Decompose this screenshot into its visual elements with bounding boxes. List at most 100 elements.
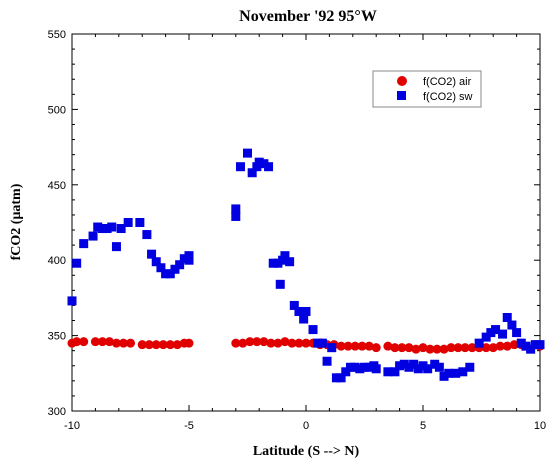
data-point-sw [252, 162, 262, 172]
data-point-sw [116, 224, 126, 234]
data-point-sw [409, 359, 419, 369]
data-point-air [411, 344, 421, 354]
data-point-sw [264, 162, 274, 172]
data-point-sw [273, 258, 283, 268]
data-point-sw [308, 325, 318, 335]
data-point-sw [491, 325, 501, 335]
data-point-air [259, 337, 269, 347]
data-point-sw [280, 251, 290, 261]
data-point-sw [102, 224, 112, 234]
data-point-air [72, 337, 82, 347]
data-point-sw [147, 249, 157, 259]
x-tick-label: 5 [420, 420, 426, 432]
data-point-sw [313, 338, 323, 348]
legend-box [372, 70, 482, 108]
data-point-sw [165, 269, 175, 279]
data-point-sw [502, 313, 512, 323]
data-point-sw [395, 361, 405, 371]
data-point-sw [434, 362, 444, 372]
data-marks [67, 148, 545, 383]
data-point-sw [268, 258, 278, 268]
data-point-sw [259, 159, 269, 169]
x-tick-label: 10 [534, 420, 546, 432]
data-point-air [97, 337, 107, 347]
x-tick-label: 0 [303, 420, 309, 432]
data-point-air [364, 341, 374, 351]
data-point-air [144, 340, 154, 350]
data-point-sw [275, 279, 285, 289]
data-point-sw [371, 364, 381, 374]
data-point-sw [135, 218, 145, 227]
x-tick-label: -5 [184, 420, 194, 432]
data-point-sw [439, 371, 449, 381]
data-point-sw [142, 230, 152, 240]
legend-label-sw: f(CO2) sw [423, 91, 473, 103]
data-point-sw [294, 306, 304, 316]
data-point-air [266, 338, 276, 348]
data-point-air [343, 341, 353, 351]
data-point-sw [317, 338, 327, 348]
legend: f(CO2) air f(CO2) sw [372, 70, 482, 108]
data-point-sw [364, 362, 374, 372]
data-point-air [383, 341, 393, 351]
data-point-sw [390, 367, 400, 377]
data-point-sw [111, 242, 121, 252]
data-point-sw [278, 255, 288, 265]
data-point-sw [289, 300, 299, 310]
data-point-sw [465, 362, 475, 372]
data-point-air [165, 340, 175, 350]
data-point-air [126, 338, 135, 348]
data-point-sw [516, 338, 526, 348]
data-point-sw [123, 218, 133, 227]
data-point-sw [418, 361, 428, 371]
data-point-sw [451, 368, 461, 378]
data-point-sw [93, 222, 103, 232]
axis-tick-labels: -10 -5 0 5 10 300 350 400 450 500 550 [48, 29, 546, 432]
data-point-sw [498, 329, 508, 339]
data-point-air [252, 337, 262, 347]
data-point-air [397, 343, 407, 353]
data-point-sw [413, 364, 423, 374]
data-point-air [460, 343, 470, 353]
data-point-air [172, 340, 182, 350]
data-point-air [104, 337, 114, 347]
data-point-sw [299, 314, 309, 324]
data-point-sw [161, 269, 171, 279]
data-point-sw [235, 162, 245, 172]
data-point-sw [341, 367, 351, 377]
y-tick-label: 400 [48, 255, 66, 267]
data-point-air [151, 340, 161, 350]
data-point-sw [360, 362, 369, 372]
data-point-air [357, 341, 367, 351]
data-point-sw [179, 254, 189, 264]
data-point-air [350, 341, 360, 351]
y-tick-label: 550 [48, 29, 66, 41]
data-point-sw [458, 367, 468, 377]
data-point-sw [151, 257, 161, 267]
data-point-air [390, 343, 400, 353]
data-point-sw [444, 368, 454, 378]
data-point-air [294, 338, 304, 348]
legend-marker-sw [397, 91, 406, 100]
data-point-sw [231, 204, 241, 214]
data-point-sw [301, 306, 311, 316]
data-point-sw [97, 224, 107, 234]
data-point-sw [170, 264, 180, 274]
data-point-air [111, 338, 121, 348]
data-point-sw [175, 260, 185, 270]
data-point-air [231, 338, 241, 348]
data-point-air [481, 343, 491, 353]
data-point-sw [79, 239, 89, 249]
data-point-sw [67, 296, 77, 306]
data-point-sw [156, 263, 166, 273]
data-point-sw [404, 362, 414, 372]
data-point-air [184, 338, 194, 348]
data-point-sw [345, 362, 355, 372]
data-point-air [371, 343, 381, 353]
data-point-sw [530, 340, 540, 350]
data-point-sw [399, 359, 409, 369]
data-point-sw [521, 341, 531, 351]
data-point-sw [243, 148, 252, 158]
